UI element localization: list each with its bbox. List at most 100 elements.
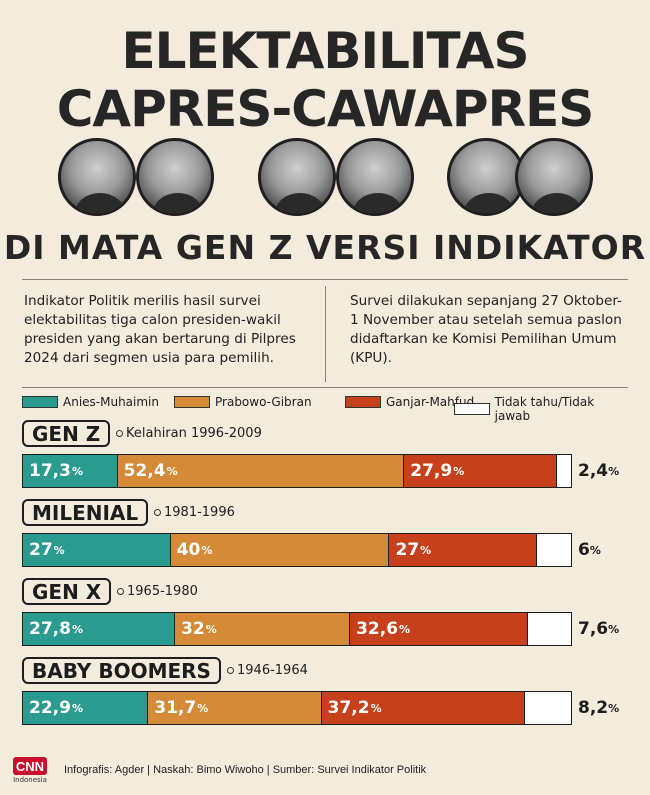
bar-segment [525,692,570,724]
legend-swatch [454,403,490,415]
data-label: 31,7 [154,698,197,718]
bar-segment: 27% [23,534,171,566]
group-years: Kelahiran 1996-2009 [116,420,262,447]
data-label-undecided: 6% [578,533,601,567]
data-label-unit: % [53,543,65,557]
group-label: MILENIAL [22,499,149,526]
data-label-unit: % [608,701,620,715]
portrait-anies [58,138,136,216]
data-label-undecided: 8,2% [578,691,619,725]
group-years: 1965-1980 [117,578,198,605]
data-label-unit: % [71,701,83,715]
intro-left: Indikator Politik merilis hasil survei e… [24,293,296,366]
bar-segment: 27,9% [404,455,557,487]
legend-swatch [22,396,58,408]
stacked-bar: 17,3% 52,4% 27,9% [22,454,572,488]
data-label-unit: % [453,464,465,478]
data-label-unit: % [399,622,411,636]
legend-item-2: Ganjar-Mahfud [345,395,474,409]
group-years: 1946-1964 [227,657,308,684]
data-label-unit: % [608,464,620,478]
data-label: 27,9 [410,461,453,481]
legend-label: Anies-Muhaimin [63,395,159,409]
footer: CNN Indonesia Infografis: Agder | Naskah… [0,757,650,787]
divider-top [22,279,628,280]
bar-segment: 17,3% [23,455,118,487]
years-label: Kelahiran 1996-2009 [126,426,262,441]
divider-vertical [325,286,326,382]
portrait-ganjar [447,138,525,216]
bar-segment [528,613,570,645]
bar-segment [556,455,570,487]
bar-segment: 32,6% [350,613,529,645]
years-label: 1965-1980 [127,584,198,599]
years-dot [117,588,124,595]
bar-segment: 32% [175,613,351,645]
data-label-undecided: 2,4% [578,454,619,488]
portrait-muhaimin [136,138,214,216]
data-label: 37,2 [327,698,370,718]
intro-right: Survei dilakukan sepanjang 27 Oktober-1 … [350,293,622,366]
bar-segment: 40% [170,534,390,566]
cnn-logo: CNN Indonesia [13,757,47,784]
candidate-portraits [0,138,650,228]
bar-segment: 52,4% [117,455,405,487]
years-dot [154,509,161,516]
divider-bottom [22,387,628,388]
credit-line: Infografis: Agder | Naskah: Bimo Wiwoho … [64,764,427,776]
group-label: GEN X [22,578,112,605]
data-label-unit: % [201,543,213,557]
data-label-unit: % [370,701,382,715]
data-label-unit: % [420,543,432,557]
title-line-1: ELEKTABILITAS [121,22,530,80]
bar-segment [537,534,570,566]
years-dot [227,667,234,674]
stacked-bar: 27% 40% 27% [22,533,572,567]
legend-label: Prabowo-Gibran [215,395,312,409]
legend-item-3: Tidak tahu/Tidak jawab [454,395,632,423]
portrait-mahfud [515,138,593,216]
bar-segment: 31,7% [148,692,322,724]
data-label: 52,4 [123,461,166,481]
data-label: 32 [181,619,205,639]
data-label-unit: % [197,701,209,715]
years-dot [116,430,123,437]
bar-segment: 22,9% [23,692,149,724]
legend-item-1: Prabowo-Gibran [174,395,312,409]
bar-segment: 27,8% [23,613,176,645]
data-label: 17,3 [29,461,71,481]
stacked-bar: 22,9% 31,7% 37,2% [22,691,572,725]
title-line-3: DI MATA GEN Z VERSI INDIKATOR [3,228,647,267]
legend-swatch [174,396,210,408]
data-label: 7,6 [578,619,609,639]
data-label-unit: % [71,464,83,478]
stacked-bar: 27,8% 32% 32,6% [22,612,572,646]
legend-swatch [345,396,381,408]
data-label: 6 [578,540,590,560]
years-label: 1981-1996 [164,505,235,520]
data-label-unit: % [608,622,620,636]
data-label: 2,4 [578,461,609,481]
data-label: 22,9 [29,698,71,718]
legend-item-0: Anies-Muhaimin [22,395,159,409]
data-label-unit: % [71,622,83,636]
data-label-undecided: 7,6% [578,612,619,646]
legend-label: Ganjar-Mahfud [386,395,475,409]
portrait-prabowo [258,138,336,216]
data-label-unit: % [166,464,178,478]
data-label-unit: % [205,622,217,636]
group-label: GEN Z [22,420,111,447]
group-label: BABY BOOMERS [22,657,221,684]
bar-segment: 37,2% [321,692,526,724]
legend: Anies-Muhaimin Prabowo-Gibran Ganjar-Mahfu… [22,395,632,423]
group-years: 1981-1996 [154,499,235,526]
data-label: 8,2 [578,698,609,718]
data-label: 27 [395,540,420,560]
portrait-gibran [336,138,414,216]
data-label-unit: % [589,543,601,557]
bar-segment: 27% [389,534,538,566]
data-label: 27,8 [29,619,71,639]
title-line-2: CAPRES-CAWAPRES [56,80,595,138]
years-label: 1946-1964 [237,663,308,678]
data-label: 27 [29,540,53,560]
